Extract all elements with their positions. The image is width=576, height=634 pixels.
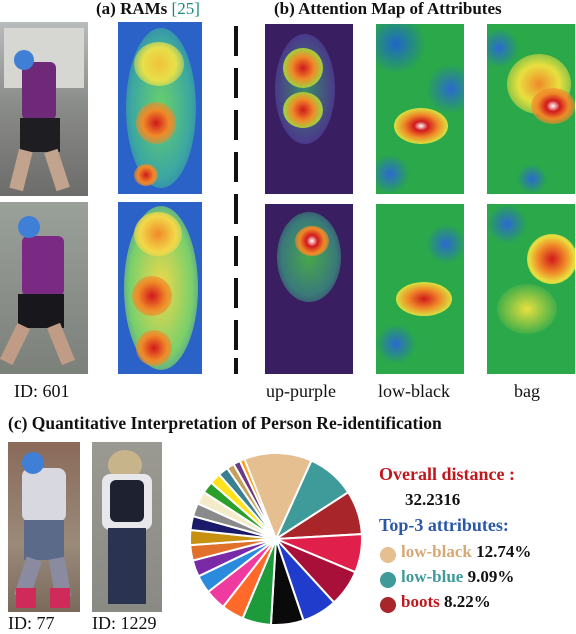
legend-dot-low-black	[380, 547, 396, 563]
id-label-601: ID: 601	[14, 381, 70, 401]
attribute-label-low-black: low-black	[378, 381, 450, 401]
pie-slice	[243, 452, 313, 542]
pie-slices	[189, 452, 363, 626]
legend-value: 8.22%	[443, 592, 491, 611]
legend-value: 12.74%	[476, 542, 532, 561]
divider-dash	[234, 194, 238, 224]
face-mask-marker	[18, 216, 40, 238]
legend-low-black: low-black 12.74%	[401, 542, 531, 562]
attribute-label-up-purple: up-purple	[266, 381, 336, 401]
divider-dash	[234, 278, 238, 308]
caption-a-citation: [25]	[171, 0, 200, 18]
divider-dash	[234, 236, 238, 266]
person-photo-77	[8, 442, 80, 612]
attention-map-up-purple-bottom	[265, 204, 353, 374]
face-mask-marker	[22, 452, 44, 474]
attention-map-bag-bottom	[487, 204, 575, 374]
legend-dot-low-blue	[380, 572, 396, 588]
caption-c: (c) Quantitative Interpretation of Perso…	[8, 413, 442, 433]
top3-label: Top-3 attributes:	[379, 515, 509, 535]
legend-name: low-blue	[401, 567, 464, 586]
face-mask-marker	[14, 50, 34, 70]
overall-distance-label: Overall distance :	[379, 464, 515, 484]
legend-dot-boots	[380, 597, 396, 613]
legend-name: low-black	[401, 542, 472, 561]
divider-dash	[234, 110, 238, 140]
id-label-1229: ID: 1229	[92, 613, 157, 633]
attribute-label-bag: bag	[514, 381, 540, 401]
attention-map-low-black-bottom	[376, 204, 464, 374]
person-photo-1229	[92, 442, 162, 612]
legend-boots: boots 8.22%	[401, 592, 491, 612]
attention-map-up-purple-top	[265, 24, 353, 194]
caption-a: (a) RAMs [25]	[96, 0, 200, 19]
attention-map-low-black-top	[376, 24, 464, 194]
divider-dash	[234, 358, 238, 374]
overall-distance-value: 32.2316	[405, 490, 461, 509]
pie-slice	[238, 457, 277, 540]
legend-value: 9.09%	[467, 567, 515, 586]
legend-low-blue: low-blue 9.09%	[401, 567, 514, 587]
divider-dash	[234, 68, 238, 98]
legend-name: boots	[401, 592, 440, 611]
person-photo-601-bottom	[0, 202, 88, 374]
ram-heatmap-top	[118, 22, 202, 194]
caption-b: (b) Attention Map of Attributes	[274, 0, 502, 18]
divider-dash	[234, 26, 238, 56]
attribute-contribution-pie-chart	[189, 452, 363, 626]
id-label-77: ID: 77	[8, 613, 55, 633]
person-photo-601-top	[0, 22, 88, 196]
divider-dash	[234, 152, 238, 182]
divider-dash	[234, 320, 238, 350]
attention-map-bag-top	[487, 24, 575, 194]
caption-a-text: (a) RAMs	[96, 0, 172, 18]
ram-heatmap-bottom	[118, 202, 202, 374]
